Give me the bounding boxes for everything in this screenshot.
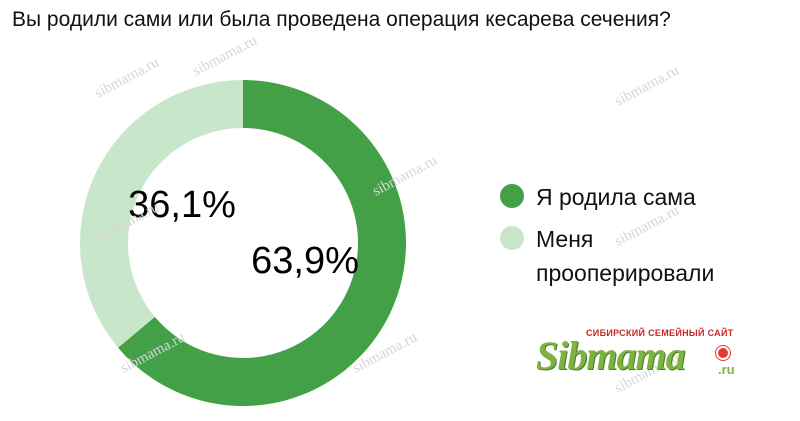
slice-operated [79,79,243,348]
logo-dot-icon [716,346,730,360]
legend: Я родила сама Меня прооперировали [500,180,736,298]
legend-swatch-born-myself [500,184,524,208]
legend-swatch-operated [500,226,524,250]
legend-label-born-myself: Я родила сама [536,184,696,210]
legend-item-operated: Меня прооперировали [500,222,736,290]
legend-item-born-myself: Я родила сама [500,180,736,214]
slice-born-myself [118,80,406,406]
logo-tagline: СИБИРСКИЙ СЕМЕЙНЫЙ САЙТ [586,328,734,338]
chart-title: Вы родили сами или была проведена операц… [12,8,671,31]
slice-label-operated: 36,1% [128,184,236,226]
sibmama-logo: СИБИРСКИЙ СЕМЕЙНЫЙ САЙТ Sibmama .ru [528,328,758,388]
logo-suffix: .ru [718,362,735,377]
slice-label-born-myself: 63,9% [251,240,359,282]
legend-label-operated: Меня прооперировали [536,226,715,286]
logo-word: Sibmama [536,333,686,378]
